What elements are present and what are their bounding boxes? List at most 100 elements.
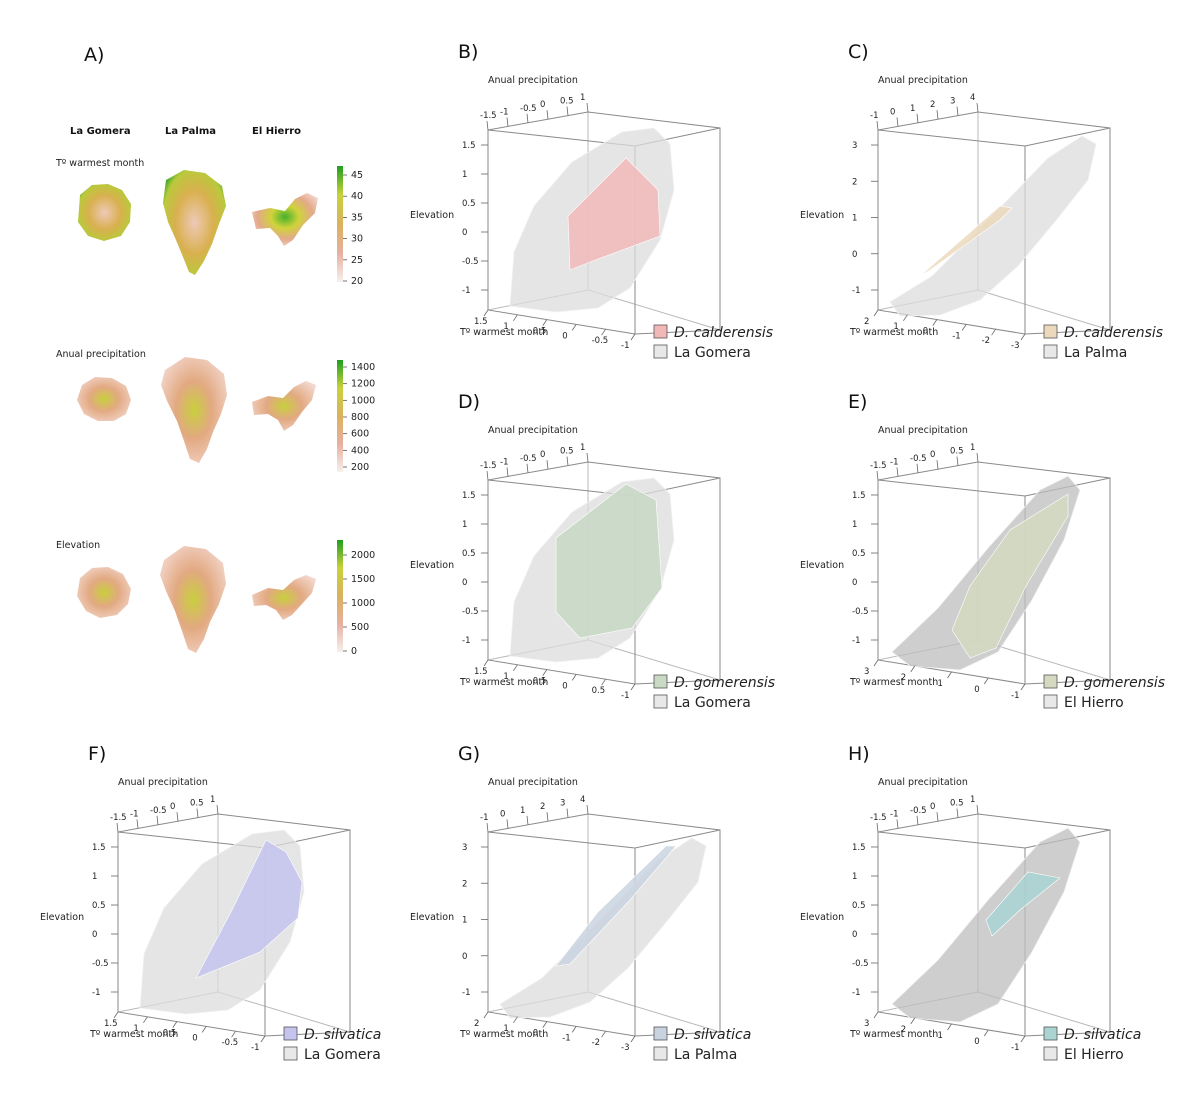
y-tick-label: 3 [950, 97, 955, 107]
x-tick-mark [947, 671, 952, 679]
y-tick-mark [586, 102, 589, 113]
colorbar-tick-label: 40 [351, 191, 363, 202]
legend-swatch-species [283, 1026, 298, 1041]
x-tick-mark [910, 665, 916, 673]
y-tick-label: -1 [480, 813, 488, 823]
x-tick-label: -2 [982, 336, 990, 346]
y-tick-mark [486, 470, 489, 481]
colorbar-tick-label: 800 [351, 412, 369, 423]
y-tick-label: -1 [890, 457, 898, 467]
z-tick-label: -1 [852, 988, 860, 998]
z-tick-label: -1 [92, 988, 100, 998]
x-tick-mark [873, 659, 879, 667]
z-tick-label: 2 [462, 879, 467, 889]
variable-label-elevation: Elevation [56, 540, 100, 551]
map-la-gomera-precipitation [77, 377, 131, 421]
axis-title-elevation: Elevation [800, 912, 844, 923]
y-tick-label: 0.5 [950, 799, 964, 809]
y-tick-mark [216, 804, 219, 815]
legend-label-island: La Gomera [674, 345, 751, 361]
legend-label-species: D. calderensis [674, 325, 773, 341]
x-tick-mark [630, 1035, 636, 1043]
x-tick-mark [483, 659, 489, 667]
z-tick-label: 1.5 [462, 141, 476, 151]
species-hull [555, 845, 677, 967]
y-tick-mark [916, 815, 919, 825]
z-tick-label: -0.5 [852, 607, 869, 617]
legend-swatch-island [1043, 344, 1058, 359]
y-tick-mark [546, 110, 549, 120]
z-tick-label: 2 [852, 177, 857, 187]
x-tick-mark [513, 314, 518, 322]
x-tick-label: 1 [503, 322, 508, 332]
x-tick-mark [542, 669, 548, 676]
legend-label-species: D. silvatica [674, 1027, 751, 1043]
y-tick-label: 1 [210, 795, 215, 805]
legend-label-island: La Palma [1064, 345, 1127, 361]
colorbar-tick-label: 2000 [351, 550, 375, 561]
legend-swatch-species [653, 1026, 668, 1041]
x-tick-label: 1 [503, 672, 508, 682]
y-tick-label: 0.5 [560, 97, 574, 107]
x-tick-label: -1 [1011, 1043, 1019, 1053]
panel-c: C) Anual precipitation Elevation Tº warmest… [800, 41, 1163, 361]
legend-swatch-species [1043, 674, 1058, 689]
axis-title-elevation: Elevation [40, 912, 84, 923]
colorbar-tick-label: 0 [351, 646, 357, 657]
panel-a: A) La Gomera La Palma El Hierro Tº warme… [55, 44, 375, 657]
x-tick-label: -1 [621, 691, 629, 701]
x-tick-mark [991, 328, 996, 336]
x-tick-mark [630, 683, 636, 691]
x-tick-mark [143, 1016, 148, 1024]
x-tick-label: -1 [621, 341, 629, 351]
box-edge-back [977, 289, 1111, 331]
legend-label-island: El Hierro [1064, 695, 1124, 711]
x-tick-mark [231, 1030, 236, 1038]
panel-g: G) Anual precipitation Elevation Tº warmest… [410, 743, 751, 1063]
map-la-gomera-elevation [77, 567, 131, 618]
x-tick-label: -0.5 [222, 1038, 239, 1048]
x-tick-label: 0.5 [533, 677, 547, 687]
y-tick-label: 1 [970, 795, 975, 805]
map-el-hierro-temperature [252, 193, 318, 246]
panel-b: B) Anual precipitation Elevation Tº warmest… [410, 41, 773, 361]
y-tick-mark [566, 106, 569, 116]
x-tick-mark [513, 664, 518, 672]
y-tick-mark [896, 819, 899, 829]
x-tick-mark [873, 1011, 879, 1019]
x-tick-label: 0.5 [592, 686, 606, 696]
y-tick-mark [566, 808, 569, 818]
y-tick-label: -0.5 [910, 454, 927, 464]
x-tick-mark [172, 1021, 178, 1028]
y-tick-mark [876, 822, 879, 833]
x-tick-mark [513, 1016, 518, 1024]
y-tick-label: 0 [500, 809, 505, 819]
box-edge [634, 829, 721, 849]
y-tick-label: -1 [890, 809, 898, 819]
y-tick-mark [486, 120, 489, 131]
colorbar-tick-label: 600 [351, 429, 369, 440]
legend-swatch-species [1043, 324, 1058, 339]
y-tick-mark [586, 804, 589, 815]
x-tick-label: 0 [923, 327, 928, 337]
colorbar-tick-label: 1000 [351, 598, 375, 609]
y-tick-label: -0.5 [520, 104, 537, 114]
x-tick-label: 1.5 [474, 667, 488, 677]
legend-swatch-species [653, 674, 668, 689]
species-hull [985, 871, 1061, 937]
legend-swatch-species [1043, 1026, 1058, 1041]
y-tick-label: 0.5 [190, 799, 204, 809]
y-tick-mark [486, 822, 489, 833]
x-tick-label: 2 [901, 1025, 906, 1035]
y-tick-label: -1.5 [480, 461, 497, 471]
y-tick-mark [956, 808, 959, 818]
z-tick-label: 0.5 [852, 901, 866, 911]
legend-label-species: D. silvatica [1064, 1027, 1141, 1043]
axis-title-precipitation: Anual precipitation [488, 75, 578, 86]
colorbar-ticks-elevation: 2000 1500 1000 500 0 [343, 550, 375, 657]
x-tick-label: 2 [864, 317, 869, 327]
z-tick-label: -1 [462, 286, 470, 296]
x-tick-label: 3 [864, 667, 869, 677]
y-tick-mark [936, 460, 939, 470]
z-tick-label: 1.5 [852, 491, 866, 501]
